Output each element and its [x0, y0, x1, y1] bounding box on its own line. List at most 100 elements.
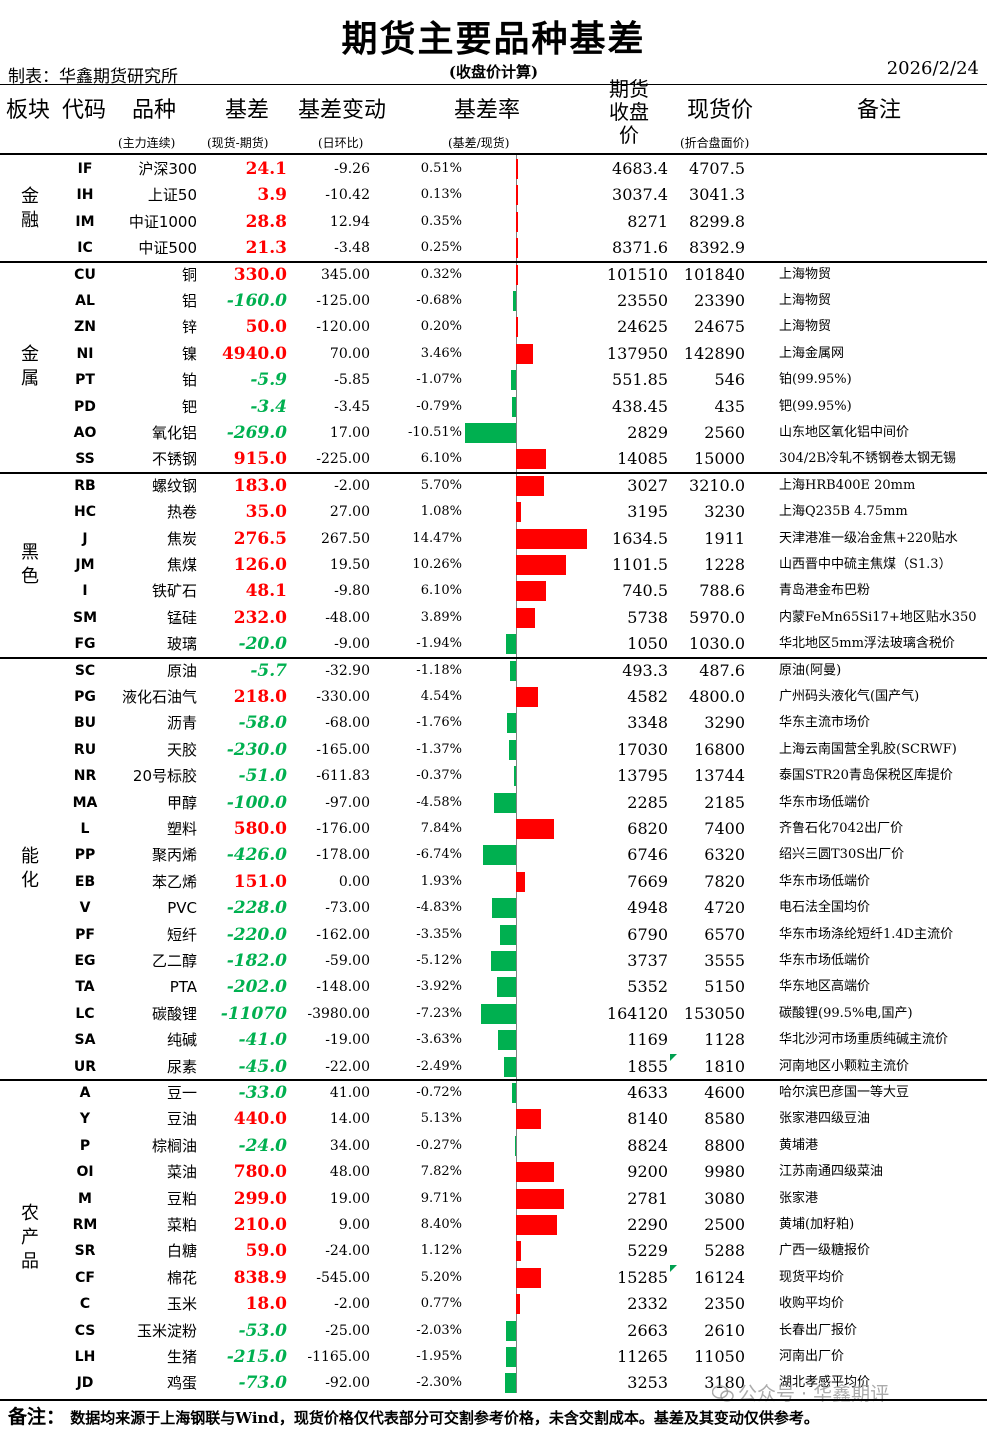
spot-price: 8392.9 — [689, 238, 745, 258]
table-row: LC 碳酸锂 -11070 -3980.00 -7.23% 164120 153050 碳酸锂… — [0, 1001, 987, 1027]
futures-close: 164120 — [606, 1003, 668, 1023]
basis-change: -92.00 — [325, 1375, 370, 1392]
basis-change: 19.00 — [329, 1190, 370, 1207]
basis-rate-bar — [516, 264, 518, 285]
remark: 上海云南国营全乳胶(SCRWF) — [779, 741, 957, 757]
table-row: PG 液化石油气 218.0 -330.00 4.54% 4582 4800.0 广州码头液化… — [0, 684, 987, 710]
basis-value: 838.9 — [233, 1267, 287, 1288]
remark: 天津港准一级冶金焦+220贴水 — [779, 530, 958, 546]
basis-rate: 5.13% — [420, 1111, 462, 1127]
table-row: P 棕榈油 -24.0 34.00 -0.27% 8824 8800 黄埔港 — [0, 1133, 987, 1159]
spot-price: 6320 — [704, 845, 745, 865]
remark: 湖北孝感平均价 — [779, 1375, 871, 1391]
product-code: CF — [75, 1269, 95, 1286]
spot-price: 13744 — [694, 766, 745, 786]
remark: 山西晋中中硫主焦煤（S1.3） — [779, 557, 952, 572]
basis-rate: -1.37% — [416, 741, 462, 757]
remark: 江苏南通四级菜油 — [779, 1164, 884, 1180]
spot-price: 3080 — [704, 1188, 745, 1208]
basis-change: -125.00 — [316, 293, 370, 309]
product-code: C — [79, 1296, 91, 1313]
table-row: RB 螺纹钢 183.0 -2.00 5.70% 3027 3210.0 上海HRB400E … — [0, 473, 987, 499]
table-row: C 玉米 18.0 -2.00 0.77% 2332 2350 收购平均价 — [0, 1291, 987, 1317]
basis-rate-bar — [507, 713, 516, 734]
product-name: 棉花 — [166, 1268, 197, 1287]
basis-rate: -2.30% — [416, 1375, 462, 1391]
remark: 张家港 — [779, 1190, 819, 1206]
product-name: 20号标胶 — [132, 767, 197, 786]
basis-rate: -3.63% — [416, 1032, 462, 1048]
basis-value: -58.0 — [238, 713, 287, 734]
futures-close: 1855 — [627, 1056, 668, 1076]
spot-price: 15000 — [694, 449, 745, 469]
basis-value: -182.0 — [226, 951, 287, 971]
basis-rate-bar — [514, 1135, 516, 1156]
basis-value: -33.0 — [238, 1083, 287, 1103]
basis-rate: 5.20% — [420, 1269, 462, 1285]
table-row: L 塑料 580.0 -176.00 7.84% 6820 7400 齐鲁石化7042出厂价 — [0, 816, 987, 842]
remark: 华东市场涤纶短纤1.4D主流价 — [779, 926, 954, 942]
table-top-rule — [0, 153, 987, 155]
basis-value: 21.3 — [245, 238, 287, 259]
basis-rate: 6.10% — [420, 451, 462, 467]
basis-change: -25.00 — [325, 1322, 370, 1339]
futures-close: 4582 — [627, 687, 668, 706]
product-code: SM — [72, 609, 97, 626]
basis-change: -3.48 — [334, 240, 370, 257]
basis-rate: 4.54% — [420, 689, 462, 704]
basis-change: -2.00 — [334, 477, 370, 494]
remark: 上海物贸 — [779, 319, 832, 335]
spot-price: 4600 — [704, 1083, 745, 1102]
basis-rate: -1.07% — [416, 372, 462, 388]
watermark-text: 公众号 · 华鑫期评 — [738, 1383, 890, 1405]
spot-price: 3290 — [704, 713, 745, 733]
basis-rate-bar — [482, 845, 516, 866]
basis-value: -5.7 — [250, 660, 287, 681]
product-name: 豆油 — [166, 1110, 197, 1129]
table-row: M 豆粕 299.0 19.00 9.71% 2781 3080 张家港 — [0, 1186, 987, 1212]
product-name: 上证50 — [147, 186, 197, 205]
futures-close: 8371.6 — [612, 238, 668, 258]
futures-close: 101510 — [606, 264, 668, 284]
basis-value: -202.0 — [226, 977, 287, 998]
sector-label: 金属 — [21, 344, 39, 390]
basis-rate: -0.68% — [416, 293, 462, 308]
futures-close: 5229 — [627, 1241, 668, 1261]
product-code: CU — [74, 266, 96, 283]
basis-change: -9.00 — [334, 636, 370, 653]
spot-price: 8580 — [704, 1109, 745, 1129]
basis-value: -215.0 — [226, 1347, 287, 1367]
product-code: SA — [74, 1032, 96, 1049]
footer-text: 数据均来源于上海钢联与Wind，现货价格仅代表部分可交割参考价格，未含交割成本。… — [70, 1409, 819, 1427]
table-row: UR 尿素 -45.0 -22.00 -2.49% 1855 1810 河南地区小颗粒主流价 — [0, 1053, 987, 1080]
basis-rate-bar — [516, 819, 555, 839]
product-code: V — [79, 900, 91, 917]
basis-rate: -6.74% — [416, 847, 462, 863]
spot-price: 9980 — [704, 1162, 745, 1182]
sector-label: 农产品 — [21, 1203, 39, 1273]
product-code: JM — [75, 557, 95, 573]
futures-close: 4948 — [627, 898, 668, 918]
basis-rate-bar — [509, 739, 516, 760]
basis-rate: -5.12% — [416, 953, 462, 968]
futures-close: 2781 — [627, 1188, 668, 1208]
table-row: FG 玻璃 -20.0 -9.00 -1.94% 1050 1030.0 华北地区5mm浮法玻… — [0, 631, 987, 657]
product-name: 玻璃 — [166, 635, 197, 654]
product-name: 钯 — [181, 397, 197, 416]
basis-rate: -10.51% — [408, 425, 462, 440]
basis-rate-bar — [492, 898, 516, 919]
futures-close: 3195 — [627, 502, 668, 522]
table-row: OI 菜油 780.0 48.00 7.82% 9200 9980 江苏南通四级菜油 — [0, 1159, 987, 1185]
header-futures-line3: 价 — [619, 123, 639, 147]
futures-close: 438.45 — [612, 396, 668, 416]
basis-rate: -4.58% — [416, 794, 462, 810]
remark: 哈尔滨巴彦国一等大豆 — [779, 1085, 910, 1100]
header-top-rule — [0, 84, 987, 85]
table-row: V PVC -228.0 -73.00 -4.83% 4948 4720 电石法全国均价 — [0, 895, 987, 921]
wechat-icon — [712, 1385, 734, 1402]
basis-rate: 0.35% — [420, 213, 462, 229]
cell-comment-marker — [670, 1053, 677, 1061]
header-basis: 基差 — [225, 98, 270, 123]
basis-rate: 5.70% — [420, 477, 462, 493]
basis-rate: -3.35% — [416, 926, 462, 942]
